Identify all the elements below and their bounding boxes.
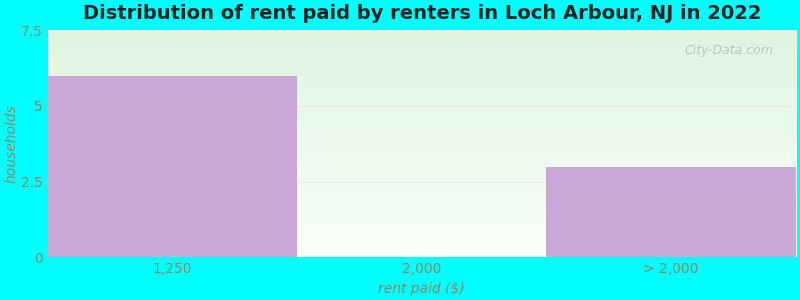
Title: Distribution of rent paid by renters in Loch Arbour, NJ in 2022: Distribution of rent paid by renters in … bbox=[82, 4, 761, 23]
X-axis label: rent paid ($): rent paid ($) bbox=[378, 282, 465, 296]
Y-axis label: households: households bbox=[4, 104, 18, 183]
Bar bbox=[546, 167, 796, 257]
Text: City-Data.com: City-Data.com bbox=[685, 44, 774, 57]
Bar bbox=[48, 76, 297, 257]
